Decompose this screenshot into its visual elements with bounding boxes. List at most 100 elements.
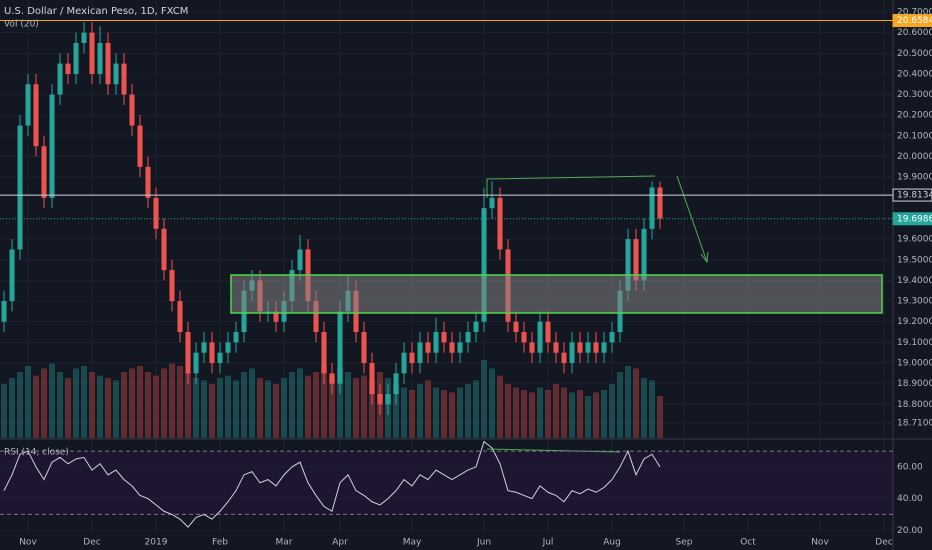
candle-body — [369, 363, 375, 395]
candle-body — [537, 321, 543, 353]
candle-body — [193, 352, 199, 374]
candle-body — [473, 321, 479, 333]
candle-body — [601, 342, 607, 353]
volume-bar — [329, 375, 335, 438]
x-tick-label: Mar — [276, 538, 293, 548]
candle-body — [513, 321, 519, 333]
volume-bar — [201, 380, 207, 438]
y-tick-label: 19.60000 — [897, 235, 932, 245]
price-label: 19.81340 — [897, 191, 932, 201]
y-tick-label: 18.71000 — [897, 418, 932, 428]
volume-label: Vol (20) — [4, 20, 39, 30]
volume-bar — [649, 380, 655, 438]
candle-body — [233, 332, 239, 343]
volume-bar — [193, 378, 199, 438]
volume-bar — [9, 378, 15, 438]
candle-body — [153, 197, 159, 229]
volume-bar — [441, 390, 447, 438]
candle-body — [401, 352, 407, 374]
volume-bar — [153, 375, 159, 438]
volume-bar — [73, 368, 79, 438]
arrow-head — [700, 251, 709, 264]
overlay-layer: 20.65844 19.81340 19.69860 — [0, 14, 932, 528]
volume-bar — [97, 375, 103, 438]
candle-body — [457, 342, 463, 353]
candle-body — [489, 197, 495, 209]
volume-bar — [401, 387, 407, 438]
volume-bar — [281, 378, 287, 438]
y-tick-label: 60.00 — [897, 462, 923, 472]
volume-bar — [57, 372, 63, 438]
volume-bar — [313, 372, 319, 438]
volume-bar — [33, 375, 39, 438]
candle-body — [25, 84, 31, 126]
volume-bar — [353, 378, 359, 438]
volume-bar — [553, 384, 559, 438]
candle-body — [433, 332, 439, 353]
volume-bar — [137, 366, 143, 438]
volume-bar — [425, 380, 431, 438]
volume-bar — [249, 368, 255, 438]
candle-body — [169, 270, 175, 302]
candle-body — [577, 342, 583, 353]
x-tick-label: Feb — [212, 538, 228, 548]
volume-bar — [17, 372, 23, 438]
candle-body — [329, 373, 335, 384]
volume-bar — [121, 372, 127, 438]
candle-body — [105, 42, 111, 85]
volume-bar — [233, 380, 239, 438]
volume-bar — [185, 372, 191, 438]
candle-body — [465, 332, 471, 343]
candle-body — [313, 301, 319, 333]
volume-bar — [577, 390, 583, 438]
volume-bar — [537, 387, 543, 438]
volume-bar — [177, 366, 183, 438]
volume-bar — [1, 384, 7, 438]
candle-body — [417, 342, 423, 364]
volume-bar — [225, 375, 231, 438]
candle-body — [121, 63, 127, 95]
candle-body — [1, 301, 7, 322]
x-tick-label: Apr — [332, 538, 348, 548]
candle-body — [33, 84, 39, 147]
candle-body — [217, 352, 223, 364]
volume-bar — [393, 384, 399, 438]
trend-line — [486, 175, 656, 198]
candle-body — [81, 32, 87, 43]
candle-body — [529, 342, 535, 353]
x-tick-label: Dec — [875, 538, 892, 548]
y-tick-label: 40.00 — [897, 494, 923, 504]
y-tick-label: 19.90000 — [897, 173, 932, 183]
y-tick-label: 19.20000 — [897, 317, 932, 327]
y-tick-label: 20.60000 — [897, 28, 932, 38]
candle-body — [57, 63, 63, 95]
candle-body — [17, 125, 23, 250]
candle-body — [185, 332, 191, 374]
y-tick-label: 20.00000 — [897, 152, 932, 162]
volume-bar — [465, 384, 471, 438]
volume-layer — [1, 360, 663, 438]
volume-bar — [617, 372, 623, 438]
candle-body — [145, 166, 151, 198]
volume-bar — [161, 368, 167, 438]
volume-bar — [321, 366, 327, 438]
candle-body — [177, 301, 183, 333]
candle-body — [41, 146, 47, 198]
volume-bar — [265, 380, 271, 438]
volume-bar — [241, 372, 247, 438]
volume-bar — [345, 372, 351, 438]
candle-body — [393, 373, 399, 395]
candle-body — [481, 208, 487, 322]
x-tick-label: May — [403, 538, 422, 548]
candle-body — [497, 197, 503, 250]
volume-bar — [361, 375, 367, 438]
price-label: 20.65844 — [897, 16, 932, 26]
y-tick-label: 20.20000 — [897, 111, 932, 121]
volume-bar — [89, 372, 95, 438]
volume-bar — [585, 396, 591, 438]
candle-body — [385, 394, 391, 405]
candle-body — [209, 342, 215, 364]
volume-bar — [169, 363, 175, 438]
candle-body — [553, 342, 559, 353]
volume-bar — [449, 392, 455, 438]
